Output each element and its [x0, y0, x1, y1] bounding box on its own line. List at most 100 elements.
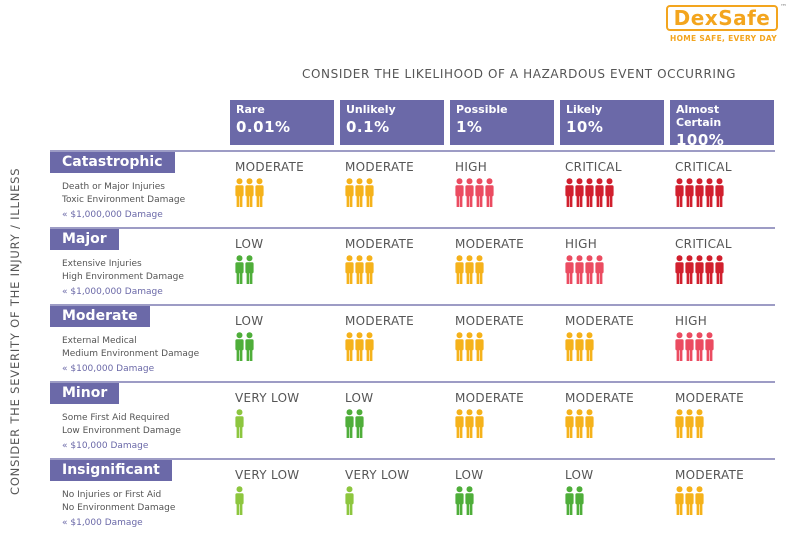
severity-environment: No Environment Damage — [62, 503, 176, 513]
person-icon — [685, 409, 694, 441]
person-icon — [585, 255, 594, 287]
severity-damage: « $1,000,000 Damage — [62, 287, 163, 297]
person-icon — [575, 178, 584, 210]
people-icons — [675, 178, 724, 210]
person-icon — [565, 332, 574, 364]
risk-cell: MODERATE — [450, 314, 554, 374]
risk-level-label: LOW — [455, 468, 484, 482]
risk-level-label: MODERATE — [675, 391, 745, 405]
risk-cell: MODERATE — [450, 391, 554, 451]
severity-damage: « $10,000 Damage — [62, 441, 149, 451]
trademark-symbol: ™ — [780, 3, 787, 11]
risk-cell: LOW — [560, 468, 664, 528]
person-icon — [475, 178, 484, 210]
likelihood-label: Almost Certain — [676, 103, 722, 129]
people-icons — [565, 178, 614, 210]
people-icons — [565, 332, 594, 364]
people-icons — [675, 255, 724, 287]
person-icon — [455, 178, 464, 210]
people-icons — [345, 178, 374, 210]
people-icons — [235, 178, 264, 210]
person-icon — [685, 178, 694, 210]
people-icons — [235, 486, 244, 518]
person-icon — [455, 486, 464, 518]
likelihood-header-almost-certain: Almost Certain 100% — [670, 100, 774, 149]
logo-wordmark: DexSafe — [666, 5, 778, 31]
person-icon — [465, 332, 474, 364]
severity-description: No Injuries or First Aid — [62, 490, 162, 500]
likelihood-percent: 0.01% — [236, 118, 291, 136]
people-icons — [675, 332, 714, 364]
risk-cell: LOW — [230, 237, 334, 297]
people-icons — [455, 332, 484, 364]
person-icon — [675, 409, 684, 441]
risk-level-label: MODERATE — [675, 468, 745, 482]
severity-damage: « $100,000 Damage — [62, 364, 155, 374]
severity-name: Catastrophic — [50, 152, 175, 173]
person-icon — [715, 178, 724, 210]
person-icon — [585, 409, 594, 441]
person-icon — [695, 332, 704, 364]
risk-cell: LOW — [450, 468, 554, 528]
risk-level-label: CRITICAL — [675, 160, 732, 174]
risk-level-label: LOW — [235, 314, 264, 328]
risk-level-label: MODERATE — [455, 237, 525, 251]
likelihood-percent: 1% — [456, 118, 483, 136]
people-icons — [235, 409, 244, 441]
person-icon — [345, 332, 354, 364]
person-icon — [675, 332, 684, 364]
severity-environment: High Environment Damage — [62, 272, 184, 282]
likelihood-percent: 10% — [566, 118, 604, 136]
person-icon — [595, 178, 604, 210]
likelihood-percent: 100% — [676, 131, 725, 149]
risk-cell: MODERATE — [670, 391, 774, 451]
risk-level-label: CRITICAL — [675, 237, 732, 251]
risk-level-label: HIGH — [565, 237, 598, 251]
people-icons — [455, 409, 484, 441]
person-icon — [565, 178, 574, 210]
risk-cell: MODERATE — [230, 160, 334, 220]
risk-level-label: MODERATE — [345, 237, 415, 251]
person-icon — [695, 178, 704, 210]
person-icon — [345, 409, 354, 441]
person-icon — [675, 178, 684, 210]
people-icons — [235, 255, 254, 287]
risk-level-label: LOW — [235, 237, 264, 251]
person-icon — [455, 409, 464, 441]
person-icon — [575, 486, 584, 518]
risk-cell: CRITICAL — [560, 160, 664, 220]
risk-level-label: HIGH — [675, 314, 708, 328]
person-icon — [245, 178, 254, 210]
people-icons — [235, 332, 254, 364]
person-icon — [685, 255, 694, 287]
person-icon — [575, 332, 584, 364]
risk-level-label: MODERATE — [455, 314, 525, 328]
person-icon — [675, 486, 684, 518]
people-icons — [345, 409, 364, 441]
row-divider — [50, 381, 775, 383]
risk-cell: LOW — [340, 391, 444, 451]
risk-cell: MODERATE — [560, 391, 664, 451]
person-icon — [705, 178, 714, 210]
person-icon — [475, 332, 484, 364]
row-divider — [50, 304, 775, 306]
severity-description: Some First Aid Required — [62, 413, 170, 423]
severity-environment: Low Environment Damage — [62, 426, 181, 436]
likelihood-header-likely: Likely 10% — [560, 100, 664, 145]
person-icon — [485, 178, 494, 210]
risk-cell: HIGH — [450, 160, 554, 220]
person-icon — [355, 332, 364, 364]
person-icon — [565, 409, 574, 441]
person-icon — [455, 255, 464, 287]
person-icon — [585, 332, 594, 364]
severity-damage: « $1,000 Damage — [62, 518, 143, 528]
likelihood-percent: 0.1% — [346, 118, 390, 136]
person-icon — [235, 178, 244, 210]
severity-environment: Medium Environment Damage — [62, 349, 200, 359]
risk-level-label: VERY LOW — [345, 468, 410, 482]
person-icon — [355, 255, 364, 287]
risk-cell: MODERATE — [340, 160, 444, 220]
severity-title: CONSIDER THE SEVERITY OF THE INJURY / IL… — [8, 167, 22, 495]
severity-damage: « $1,000,000 Damage — [62, 210, 163, 220]
risk-cell: LOW — [230, 314, 334, 374]
